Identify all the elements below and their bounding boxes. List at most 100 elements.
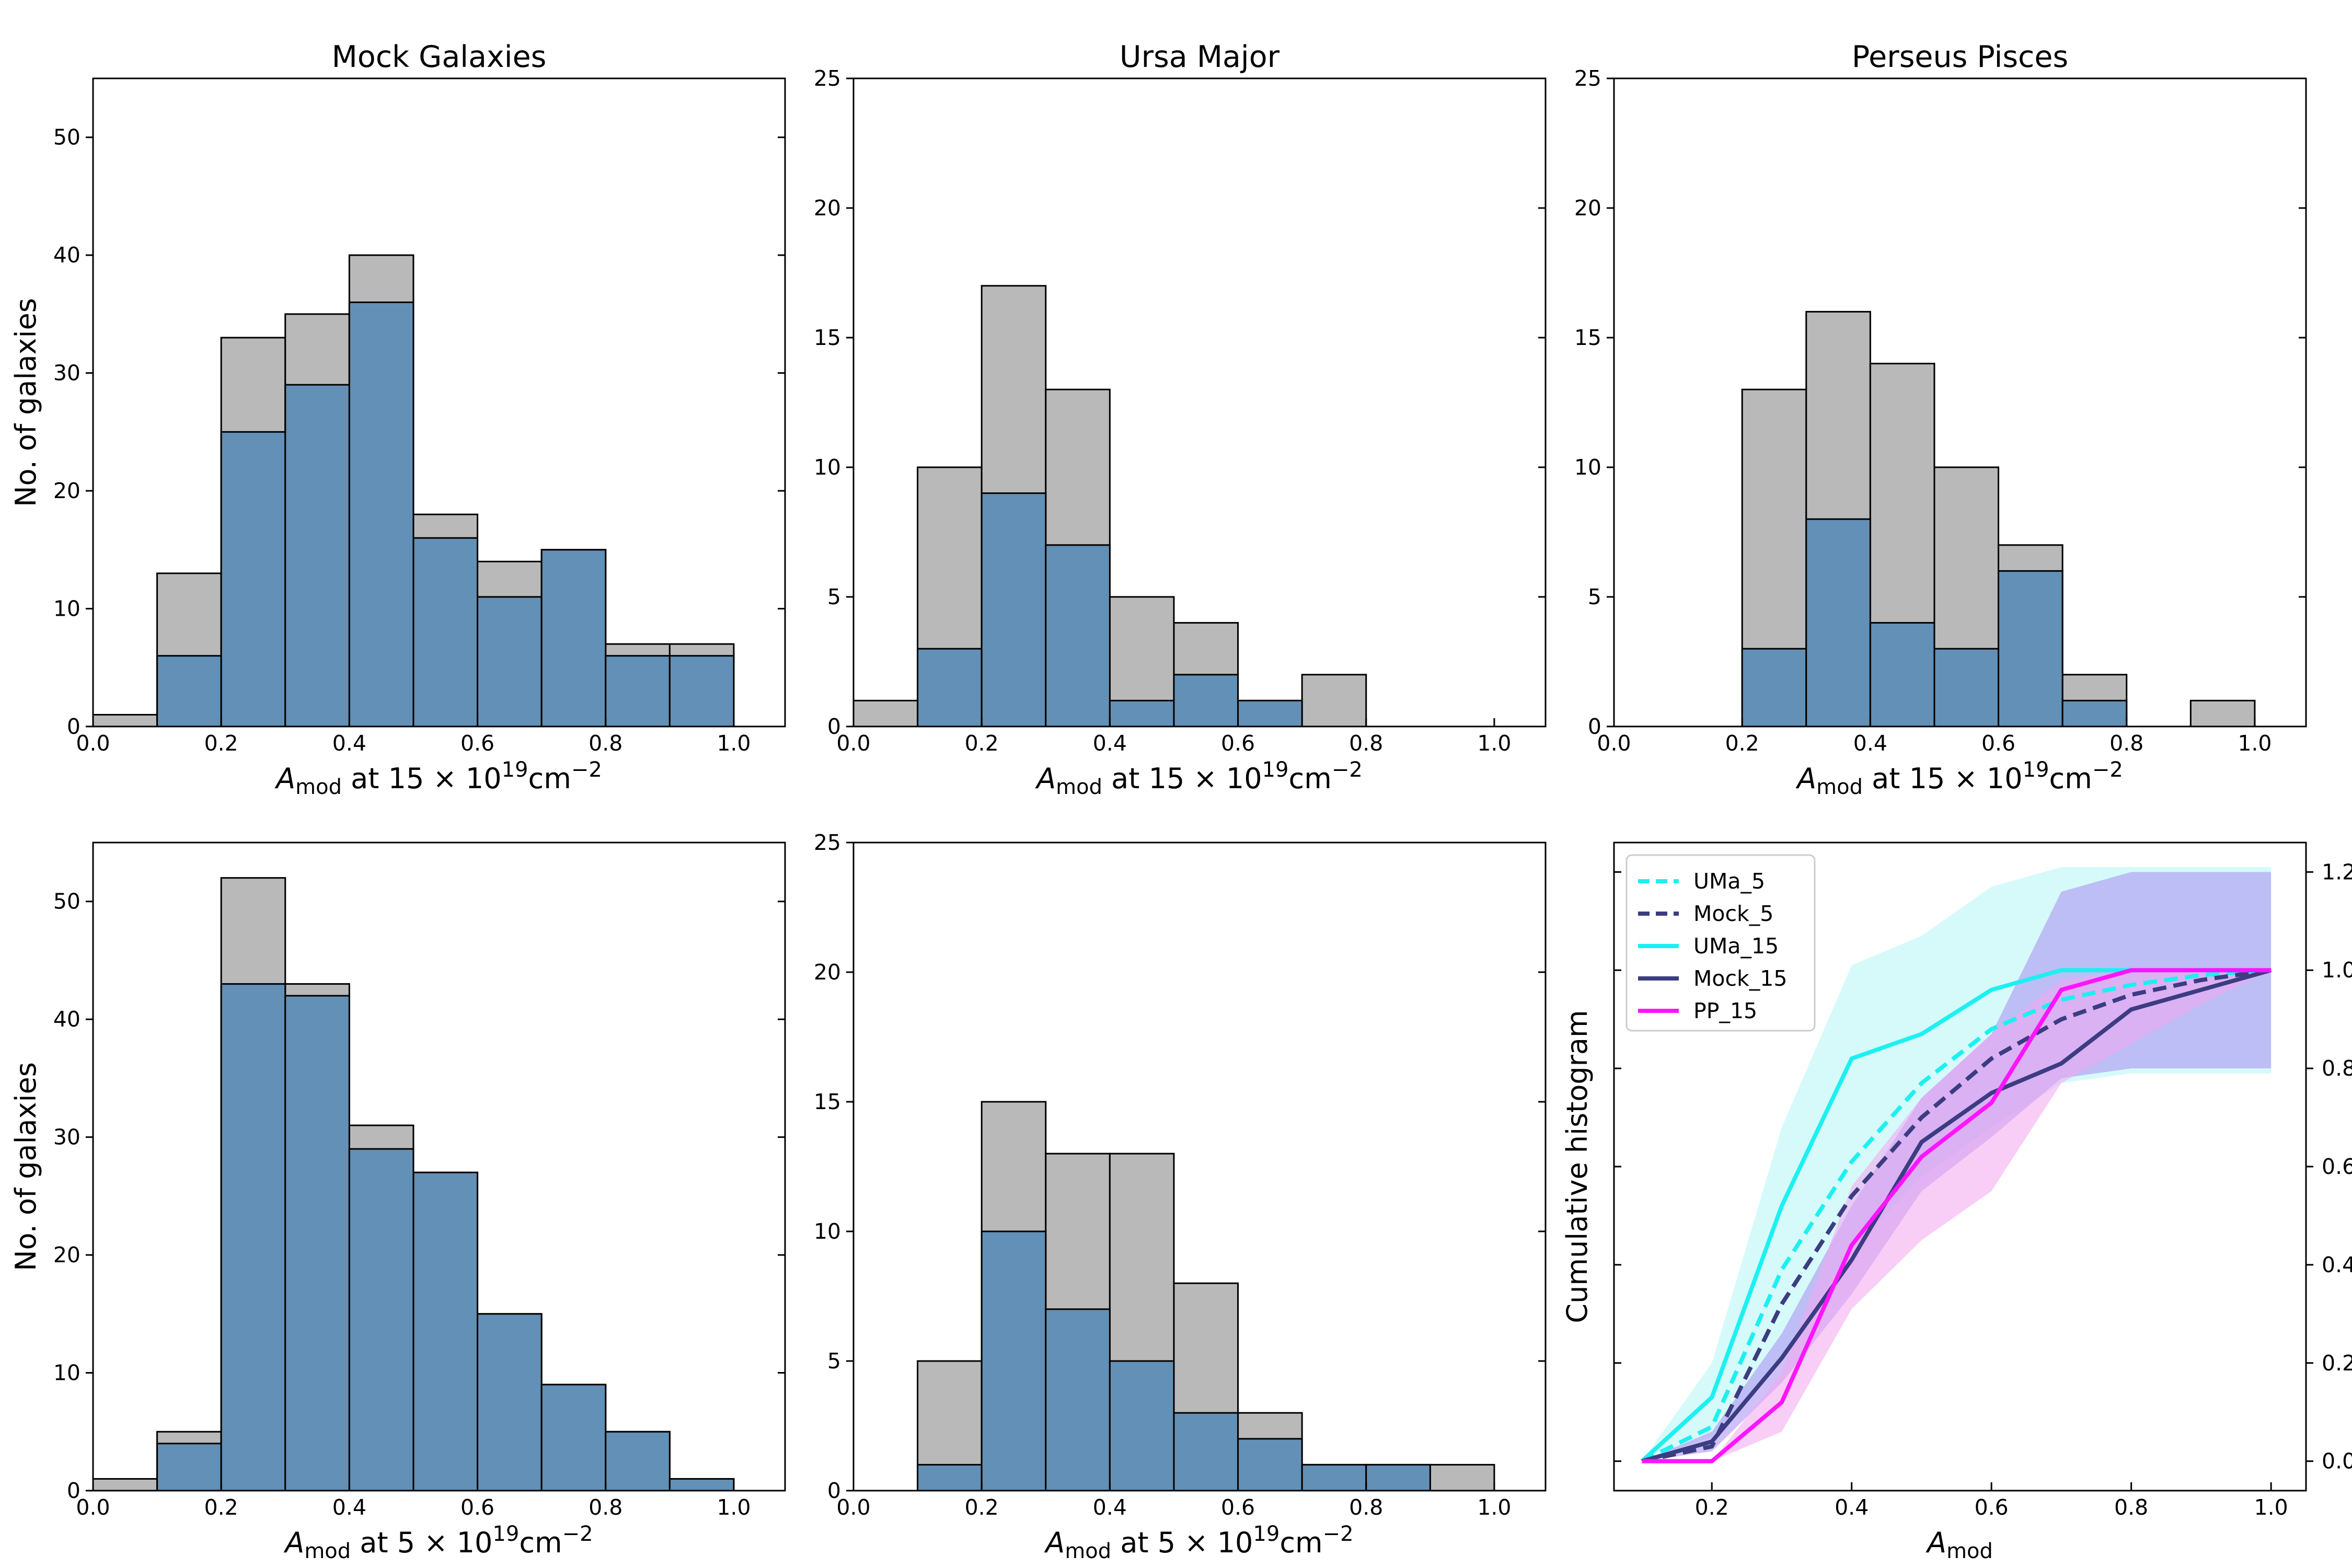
y-tick-label: 1.0 [2322, 958, 2352, 983]
panel-2: 0.0 0.2 0.4 0.6 0.8 1.0 0 5 10 15 20 25 Perseus Pisc… [1574, 40, 2307, 756]
x-tick-label: 0.8 [1349, 1495, 1383, 1520]
x-tick-label: 0.0 [76, 731, 110, 756]
bar-subset-7 [1301, 1463, 1367, 1492]
y-tick-label: 5 [827, 584, 841, 609]
bar-subset-5 [1173, 1412, 1239, 1492]
legend-label-UMa_5: UMa_5 [1693, 869, 1765, 894]
x-tick-label: 0.6 [1221, 731, 1255, 756]
x-tick-label: 1.0 [1477, 731, 1511, 756]
x-label-unit: cm [519, 1526, 562, 1559]
x-label-symbol: A [1035, 762, 1056, 795]
legend-label-Mock_5: Mock_5 [1693, 901, 1773, 926]
plot-frame [1613, 77, 2307, 728]
x-label-unit-superscript: −2 [571, 758, 602, 782]
bar-all-0 [92, 1478, 158, 1492]
bar-all-7 [1301, 674, 1367, 728]
y-axis-label: Cumulative histogram [1561, 1010, 1594, 1323]
y-tick-label: 0.6 [2322, 1154, 2352, 1179]
panel-5: 0.2 0.4 0.6 0.8 1.0 0.0 0.2 0.4 0.6 0.8 1.0 1.2 Cumu… [1561, 841, 2352, 1520]
y-tick-label: 10 [814, 455, 841, 480]
panels: 0.0 0.2 0.4 0.6 0.8 1.0 0 10 20 30 40 50 Mock Galaxi… [9, 40, 2352, 1563]
y-axis-label: No. of galaxies [9, 1062, 42, 1271]
x-tick-label: 0.8 [2109, 731, 2143, 756]
x-tick-label: 1.0 [2238, 731, 2272, 756]
bar-all-0 [852, 699, 919, 728]
y-tick-label: 50 [53, 889, 80, 914]
bar-subset-8 [1365, 1463, 1431, 1492]
x-tick-label: 0.2 [1695, 1495, 1729, 1520]
x-tick-label: 1.0 [717, 1495, 751, 1520]
x-label-unit: cm [2049, 762, 2092, 795]
panel-title: Ursa Major [1120, 40, 1280, 74]
y-tick-label: 0.4 [2322, 1252, 2352, 1277]
bar-subset-3 [284, 995, 350, 1492]
x-tick-label: 0.6 [460, 731, 494, 756]
x-tick-label: 0.4 [332, 1495, 366, 1520]
bar-subset-7 [540, 1383, 607, 1492]
x-label-unit-superscript: −2 [1323, 1522, 1354, 1546]
x-label-unit-superscript: −2 [2092, 758, 2123, 782]
x-tick-label: 0.6 [460, 1495, 494, 1520]
x-axis-label-5: Amod [1926, 1526, 1993, 1563]
bar-subset-6 [1237, 699, 1303, 728]
bar-all-9 [2189, 699, 2256, 728]
bar-subset-6 [477, 596, 543, 728]
x-label-unit-superscript: −2 [562, 1522, 593, 1546]
line-UMa_5 [1641, 968, 2272, 1463]
x-label-subscript: mod [1056, 775, 1102, 799]
x-label-symbol: A [1795, 762, 1816, 795]
y-tick-label: 30 [53, 1125, 80, 1150]
x-tick-label: 0.4 [1835, 1495, 1869, 1520]
bar-subset-2 [220, 431, 286, 728]
y-tick-label: 0.0 [2322, 1449, 2352, 1474]
bar-subset-3 [1045, 544, 1111, 728]
bar-subset-6 [1998, 570, 2063, 728]
y-tick-label: 10 [814, 1219, 841, 1244]
x-label-superscript: 19 [492, 1522, 519, 1546]
x-tick-label: 0.6 [1981, 731, 2015, 756]
x-tick-label: 0.8 [1349, 731, 1383, 756]
bar-subset-9 [668, 655, 735, 728]
panel-title: Perseus Pisces [1852, 40, 2068, 74]
x-tick-label: 0.0 [1597, 731, 1631, 756]
bar-subset-4 [348, 1148, 414, 1492]
panel-title: Mock Galaxies [332, 40, 547, 74]
x-axis-label-4: Amod at 5 × 1019cm−2 [1044, 1522, 1353, 1563]
bar-subset-1 [156, 655, 222, 728]
panel-0: 0.0 0.2 0.4 0.6 0.8 1.0 0 10 20 30 40 50 Mock Galaxi… [9, 40, 786, 756]
x-tick-label: 0.8 [589, 731, 622, 756]
plot-frame [92, 841, 786, 1492]
y-tick-label: 25 [814, 66, 841, 91]
y-tick-label: 0 [827, 714, 841, 739]
bar-subset-4 [348, 301, 414, 728]
legend-label-UMa_15: UMa_15 [1693, 933, 1779, 959]
x-label-text: at 5 × 10 [351, 1526, 492, 1559]
bar-subset-6 [477, 1313, 543, 1492]
x-tick-label: 0.4 [1093, 731, 1127, 756]
x-tick-label: 0.2 [965, 1495, 999, 1520]
x-tick-label: 1.0 [2254, 1495, 2288, 1520]
x-tick-label: 0.2 [204, 1495, 238, 1520]
x-tick-label: 0.8 [589, 1495, 622, 1520]
x-tick-label: 0.2 [204, 731, 238, 756]
plot-frame [852, 77, 1547, 728]
line-Mock_5 [1641, 968, 2272, 1463]
bar-subset-1 [917, 1463, 983, 1492]
x-tick-label: 0.8 [2114, 1495, 2148, 1520]
bar-subset-5 [1173, 674, 1239, 728]
bar-subset-3 [1805, 518, 1871, 728]
x-label-symbol: A [283, 1526, 304, 1559]
bar-subset-7 [2061, 699, 2128, 728]
x-axis-label-2: Amod at 15 × 1019cm−2 [1795, 758, 2123, 799]
x-label-subscript: mod [1816, 775, 1863, 799]
y-tick-label: 25 [1574, 66, 1601, 91]
y-tick-label: 40 [53, 1007, 80, 1032]
bar-subset-1 [917, 648, 983, 728]
x-tick-label: 0.0 [836, 731, 870, 756]
x-label-subscript: mod [1946, 1539, 1993, 1563]
x-label-symbol: A [1044, 1526, 1065, 1559]
x-label-superscript: 19 [1253, 1522, 1279, 1546]
y-tick-label: 20 [1574, 195, 1601, 221]
x-label-unit: cm [1279, 1526, 1322, 1559]
